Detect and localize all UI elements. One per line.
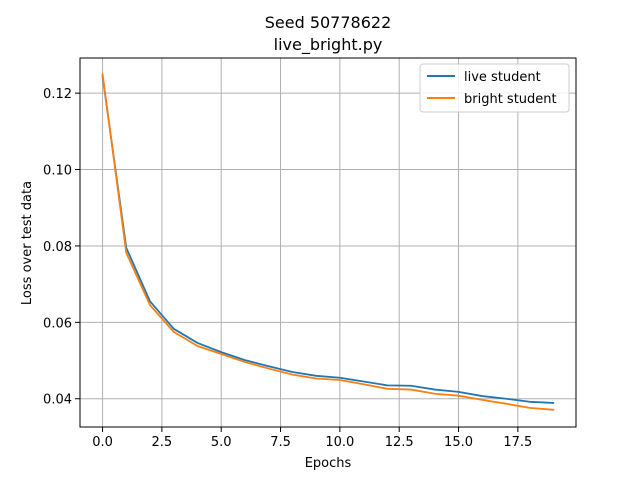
x-tick-label: 12.5 bbox=[385, 435, 414, 450]
y-tick-label: 0.10 bbox=[43, 164, 72, 179]
series-line-bright-student bbox=[101, 73, 555, 411]
x-axis-label: Epochs bbox=[305, 456, 352, 471]
series-lines bbox=[101, 73, 555, 411]
x-tick-label: 17.5 bbox=[503, 435, 532, 450]
series-line-live-student bbox=[101, 75, 555, 404]
legend-box bbox=[419, 63, 570, 113]
x-tick-label: 10.0 bbox=[325, 435, 354, 450]
x-tick-label: 0.0 bbox=[92, 435, 113, 450]
plot-area bbox=[79, 57, 577, 428]
legend-label-bright-student: bright student bbox=[464, 92, 557, 107]
y-axis-label: Loss over test data bbox=[20, 181, 35, 305]
y-tick-label: 0.06 bbox=[43, 316, 72, 331]
axis-ticks: 0.0 2.5 5.0 7.5 10.0 12.5 15.0 17.5 0.04 0.06 0.08… bbox=[43, 87, 532, 450]
legend: live student bright student bbox=[419, 63, 570, 113]
y-tick-label: 0.04 bbox=[43, 393, 72, 408]
grid bbox=[80, 58, 576, 427]
legend-label-live-student: live student bbox=[464, 70, 541, 85]
x-tick-label: 15.0 bbox=[444, 435, 473, 450]
x-tick-label: 2.5 bbox=[152, 435, 173, 450]
chart-subtitle: live_bright.py bbox=[274, 35, 383, 55]
chart-title: Seed 50778622 bbox=[265, 13, 392, 32]
x-tick-label: 5.0 bbox=[211, 435, 232, 450]
y-tick-label: 0.12 bbox=[43, 87, 72, 102]
x-tick-label: 7.5 bbox=[270, 435, 291, 450]
y-tick-label: 0.08 bbox=[43, 240, 72, 255]
